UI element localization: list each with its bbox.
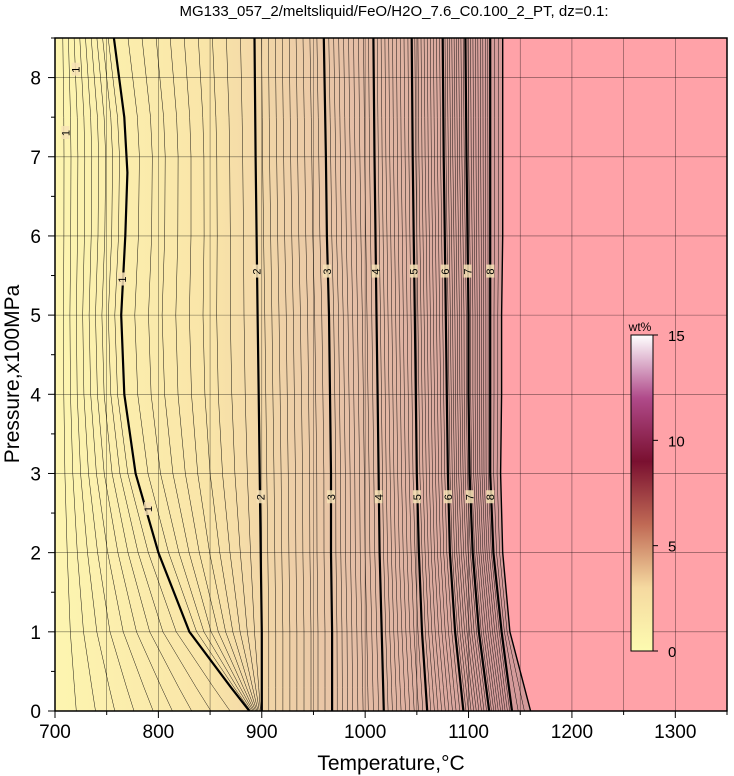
y-tick-label: 5 <box>30 306 41 327</box>
y-tick-label: 3 <box>30 464 41 485</box>
svg-text:5: 5 <box>412 494 424 500</box>
y-tick-label: 0 <box>30 702 41 723</box>
colorbar-label: wt% <box>628 320 652 334</box>
colorbar-gradient <box>630 334 654 652</box>
svg-text:3: 3 <box>326 494 338 500</box>
x-tick-label: 1000 <box>344 722 386 743</box>
contour-label: 4 <box>374 490 386 504</box>
x-axis: 700 800 900 1000 1100 1200 1300 <box>39 711 728 743</box>
svg-text:1: 1 <box>60 130 72 136</box>
y-tick-label: 7 <box>30 148 41 169</box>
svg-text:1: 1 <box>71 67 83 73</box>
plot-area: 1 1 1 1 2 2 3 3 4 4 5 5 6 6 7 7 8 8 <box>54 37 728 712</box>
x-tick-label: 1200 <box>551 722 593 743</box>
svg-text:7: 7 <box>465 494 477 500</box>
contour-label: 1 <box>143 502 155 516</box>
contour-label: 3 <box>326 490 338 504</box>
contour-label: 6 <box>440 264 452 278</box>
contour-label: 7 <box>465 490 477 504</box>
contour-label: 4 <box>370 264 382 278</box>
y-axis-label: Pressure,x100MPa <box>1 284 24 463</box>
svg-text:5: 5 <box>409 269 421 275</box>
x-tick-label: 1300 <box>654 722 696 743</box>
svg-text:1: 1 <box>117 276 129 282</box>
svg-text:2: 2 <box>252 269 264 275</box>
contour-label: 1 <box>71 62 83 76</box>
y-axis: 0 1 2 3 4 5 6 7 8 <box>30 37 55 723</box>
x-tick-label: 800 <box>143 722 175 743</box>
colorbar-tick-label: 15 <box>668 328 685 345</box>
x-tick-label: 700 <box>39 722 71 743</box>
contour-label: 2 <box>252 264 264 278</box>
colorbar-ticks: 0 5 10 15 <box>653 328 685 661</box>
contour-label: 6 <box>443 490 455 504</box>
colorbar-tick-label: 0 <box>668 644 676 661</box>
svg-text:7: 7 <box>463 269 475 275</box>
colorbar: wt% 0 5 10 15 <box>628 320 685 661</box>
melt-region <box>55 38 531 711</box>
svg-text:3: 3 <box>322 269 334 275</box>
contour-label: 1 <box>60 126 72 140</box>
contour-label: 7 <box>463 264 475 278</box>
contour-label: 5 <box>409 264 421 278</box>
contour-label: 8 <box>485 490 497 504</box>
svg-text:8: 8 <box>485 494 497 500</box>
contour-label: 5 <box>412 490 424 504</box>
svg-text:1: 1 <box>143 506 155 512</box>
plot-frame <box>54 37 728 712</box>
y-tick-label: 8 <box>30 69 41 90</box>
contour-labels: 1 1 1 1 2 2 3 3 4 4 5 5 6 6 7 7 8 8 <box>60 62 497 516</box>
colorbar-tick-label: 5 <box>668 539 676 556</box>
svg-text:4: 4 <box>370 269 382 275</box>
x-axis-label: Temperature,°C <box>317 752 464 775</box>
y-tick-label: 4 <box>30 385 41 406</box>
svg-text:6: 6 <box>440 269 452 275</box>
y-tick-label: 2 <box>30 544 41 565</box>
contour-label: 8 <box>485 264 497 278</box>
x-tick-label: 900 <box>246 722 278 743</box>
colorbar-tick-label: 10 <box>668 433 685 450</box>
y-tick-label: 6 <box>30 227 41 248</box>
svg-text:4: 4 <box>374 494 386 500</box>
chart-title: MG133_057_2/meltsliquid/FeO/H2O_7.6_C0.1… <box>179 3 608 20</box>
svg-text:6: 6 <box>443 494 455 500</box>
svg-text:2: 2 <box>256 494 268 500</box>
y-tick-label: 1 <box>30 623 41 644</box>
x-tick-label: 1100 <box>448 722 489 743</box>
contour-label: 1 <box>117 272 129 286</box>
svg-text:8: 8 <box>485 269 497 275</box>
contour-label: 2 <box>256 490 268 504</box>
contour-label: 3 <box>322 264 334 278</box>
grid-lines <box>54 38 728 712</box>
